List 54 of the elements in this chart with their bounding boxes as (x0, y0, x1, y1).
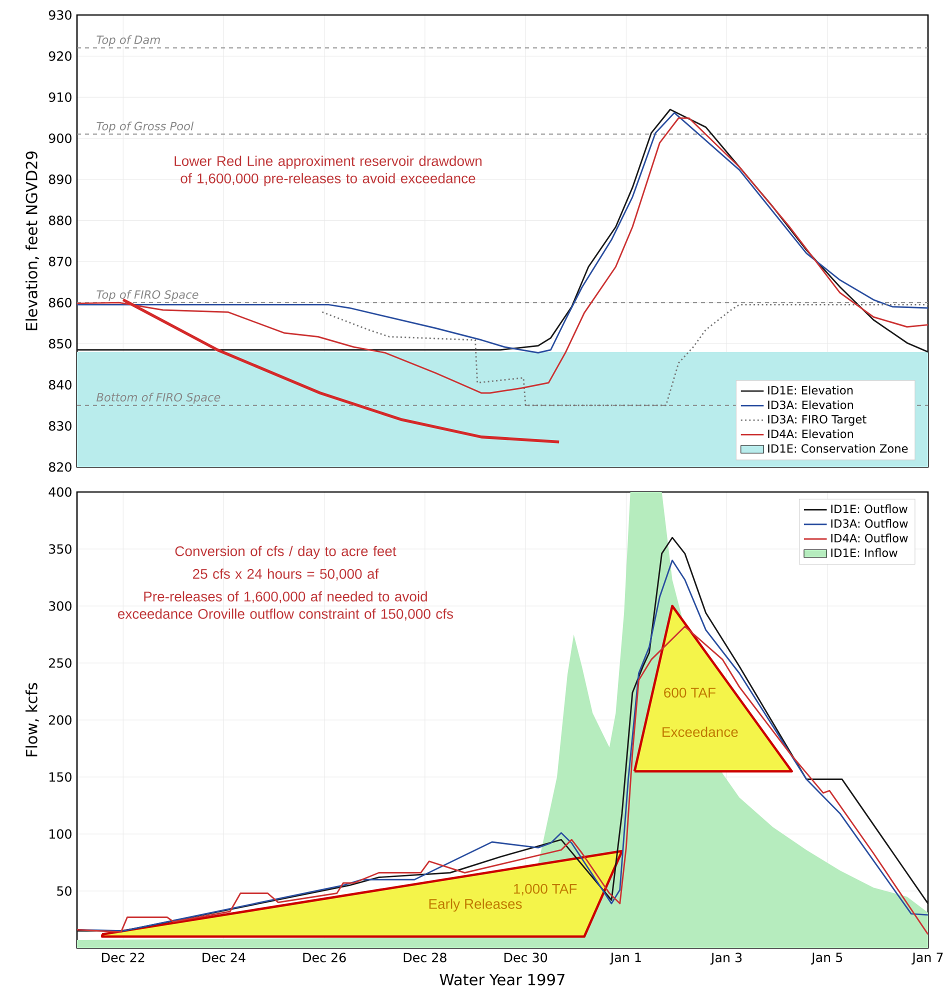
x-axis-title: Water Year 1997 (440, 974, 564, 986)
ref-line-label: Top of FIRO Space (96, 290, 198, 302)
x-tick-label: Jan 7 (912, 952, 943, 964)
y-tick-label: 850 (48, 338, 72, 349)
annotation: 600 TAF (664, 688, 716, 698)
y-tick-label: 840 (48, 380, 72, 390)
legend-label: ID1E: Outflow (831, 504, 908, 514)
line-series (77, 626, 928, 936)
y-tick-label: 920 (48, 51, 72, 61)
annotation: 1,000 TAF (514, 884, 577, 896)
annotation: 25 cfs x 24 hours = 50,000 af (193, 568, 379, 581)
y-tick-label: 910 (48, 92, 72, 102)
y-tick-label: 930 (48, 10, 72, 20)
annotation: Conversion of cfs / day to acre feet (175, 546, 396, 559)
annotation: Lower Red Line approximent reservoir drawdown of 1,600,000 pre-releases to avoid exceedance (174, 156, 482, 186)
y-tick-label: 250 (49, 658, 72, 668)
ref-line-label: Top of Gross Pool (96, 122, 194, 133)
y-tick-label: 100 (50, 829, 72, 839)
x-tick-label: Jan 5 (810, 952, 842, 964)
y-tick-label: 300 (49, 601, 72, 611)
y-tick-label: 150 (50, 772, 72, 782)
legend-label: ID4A: Elevation (768, 429, 853, 438)
y-tick-label: 880 (48, 216, 72, 226)
x-tick-label: Dec 24 (202, 952, 246, 962)
legend-label: ID3A: Elevation (768, 400, 853, 410)
ref-line-label: Top of Dam (96, 35, 160, 46)
legend-label: ID3A: FIRO Target (768, 414, 866, 426)
y-tick-label: 860 (48, 298, 72, 308)
x-tick-label: Dec 30 (504, 952, 548, 962)
annotation: Early Releases (429, 898, 522, 912)
y-axis-title: Elevation, feet NGVD29 (26, 151, 39, 330)
y-tick-label: 900 (48, 133, 72, 144)
y-tick-label: 50 (57, 886, 72, 896)
x-tick-label: Jan 3 (710, 952, 742, 965)
annotation: Exceedance (662, 726, 738, 738)
annotation: Pre-releases of 1,600,000 af needed to avoid exceedance Oroville outflow constraint of 150,000 cfs (118, 591, 454, 621)
y-tick-label: 350 (49, 544, 72, 554)
legend-label: ID3A: Outflow (831, 519, 908, 528)
ref-line-label: Bottom of FIRO Space (96, 392, 220, 404)
x-tick-label: Jan 1 (610, 952, 641, 964)
y-tick-label: 890 (48, 174, 72, 184)
legend-label: ID4A: Outflow (831, 534, 908, 542)
y-tick-label: 820 (48, 462, 72, 472)
y-tick-label: 830 (48, 421, 72, 431)
x-tick-label: Dec 28 (404, 952, 446, 962)
legend-label: ID1E: Elevation (768, 386, 853, 395)
legend-label: ID1E: Inflow (831, 548, 898, 558)
x-tick-label: Dec 22 (102, 952, 144, 962)
y-axis-title: Flow, kcfs (26, 683, 39, 756)
y-tick-label: 870 (48, 256, 72, 266)
y-tick-label: 200 (49, 715, 72, 725)
y-tick-label: 400 (48, 487, 72, 497)
x-tick-label: Dec 26 (303, 952, 346, 962)
legend-label: ID1E: Conservation Zone (768, 444, 908, 453)
